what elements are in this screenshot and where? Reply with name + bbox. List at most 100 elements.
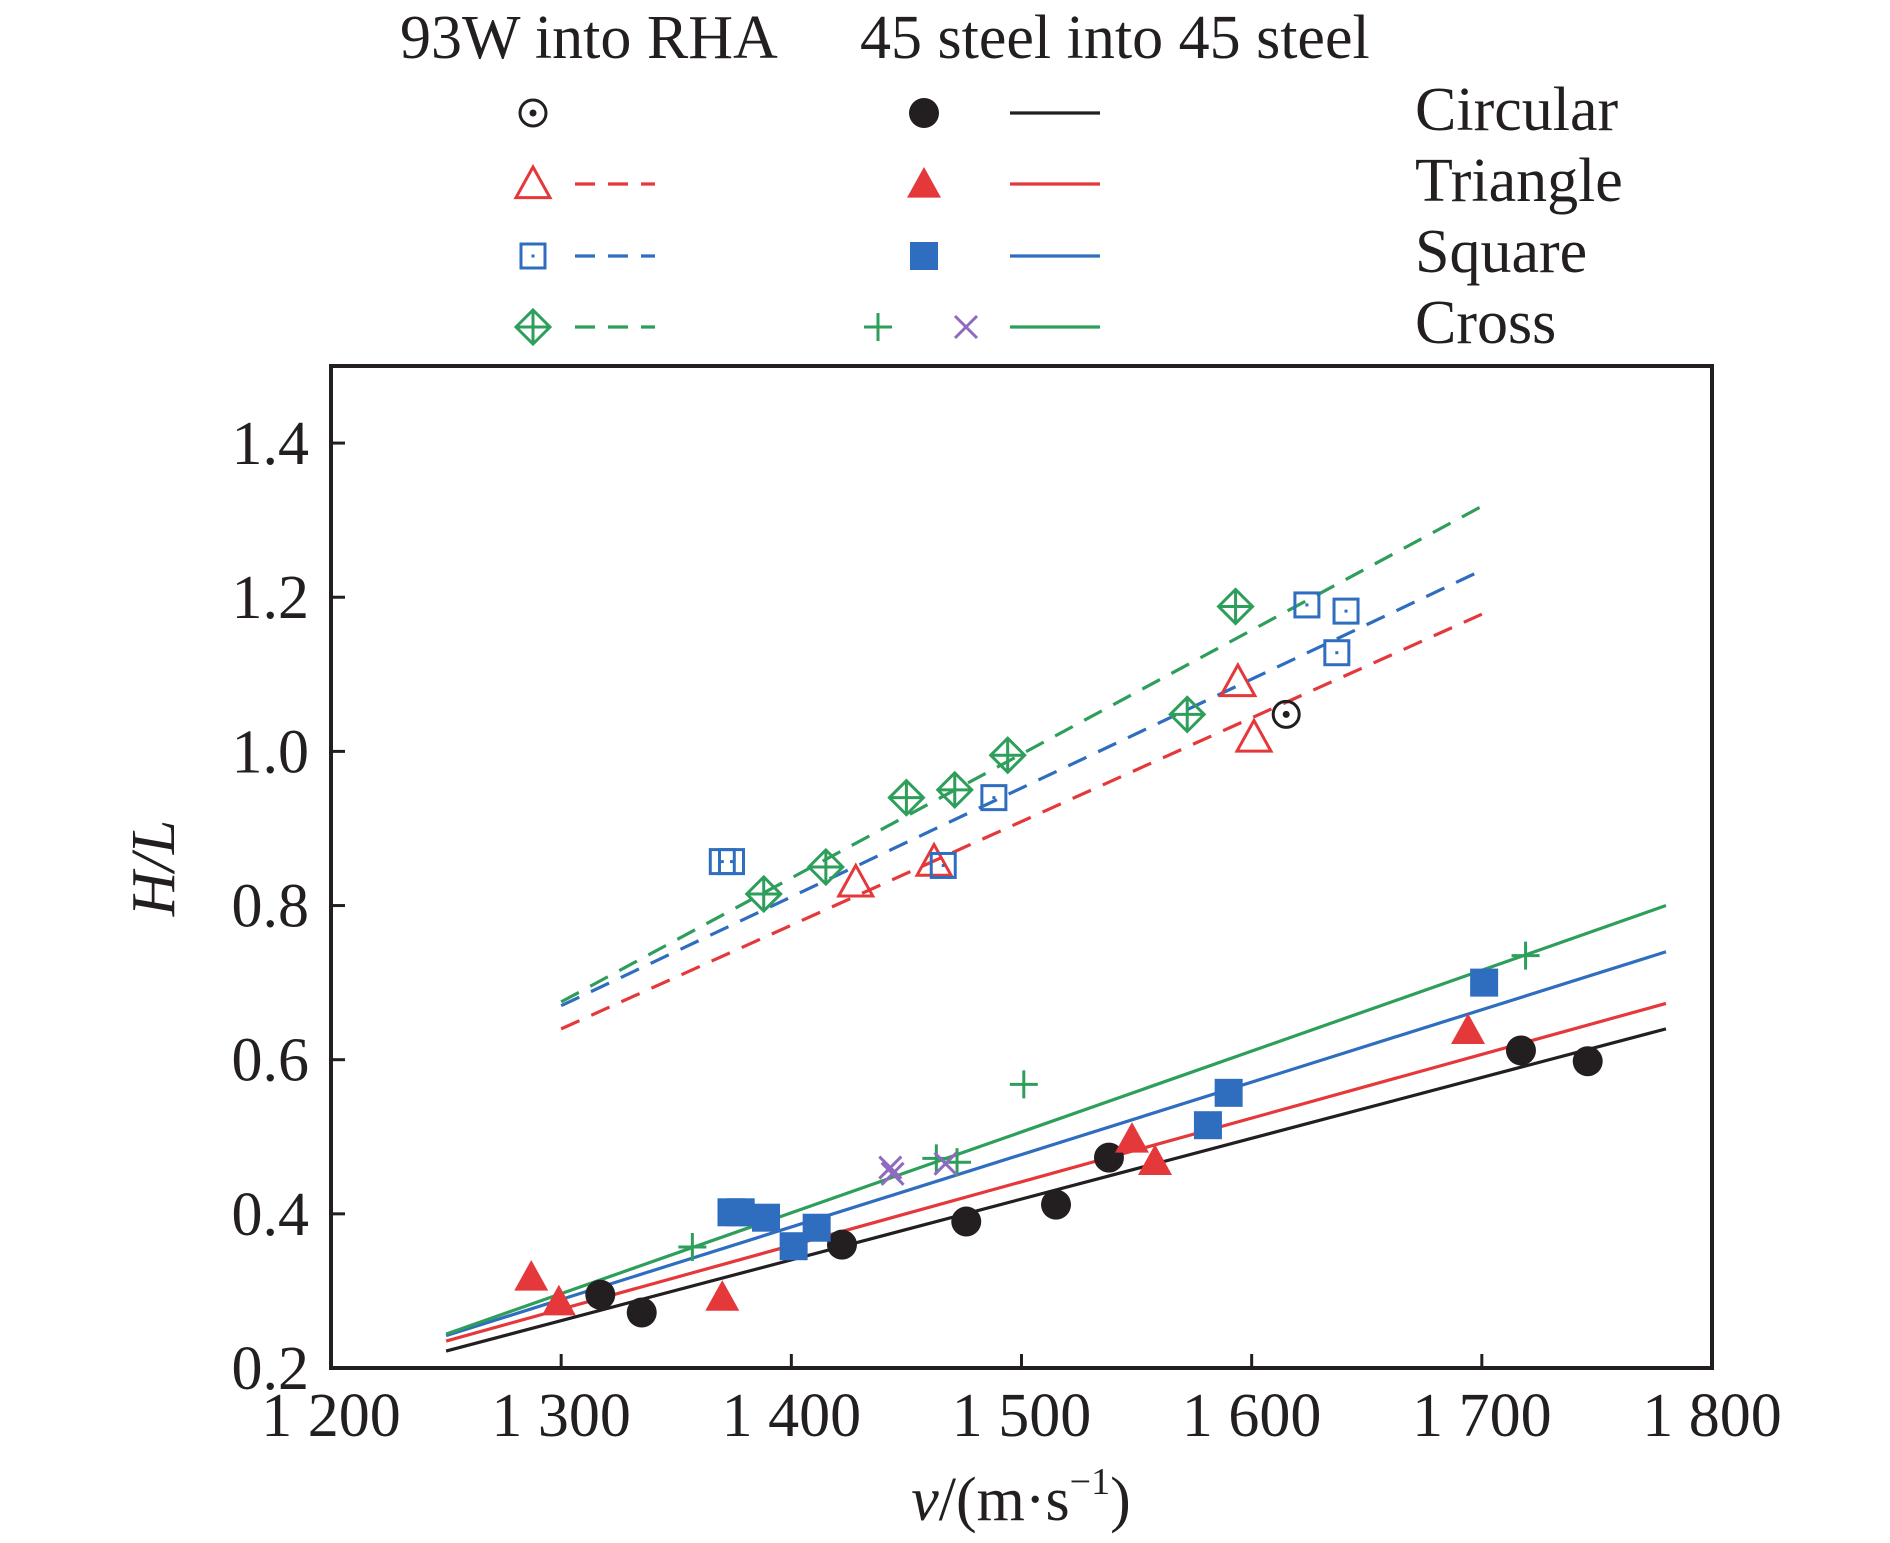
- data-point-square: [1470, 968, 1499, 997]
- marker-shape: [705, 1280, 740, 1311]
- data-point-circular: [951, 1206, 982, 1237]
- legend-label: Square: [1415, 218, 1587, 286]
- x-axis-label: v/(m·s−1): [911, 1461, 1131, 1534]
- fit-lines: [445, 504, 1667, 1353]
- data-point-cross: [1009, 1070, 1038, 1099]
- data-point-cross: [744, 874, 783, 914]
- data-point-triangle: [914, 841, 954, 877]
- y-tick-label: 1.0: [232, 718, 310, 786]
- data-point-cross: [988, 736, 1027, 775]
- data-point-triangle: [514, 1260, 549, 1291]
- y-axis: 0.2 0.4 0.6 0.8 1.0 1.2 1.4: [232, 410, 345, 1403]
- plot-frame: [329, 364, 1714, 1370]
- marker-shape: [980, 784, 1008, 812]
- x-tick-label: 1 200: [261, 1382, 401, 1450]
- marker-shape: [541, 1284, 576, 1316]
- legend-label: Circular: [1415, 76, 1618, 144]
- legend-marker-plus: [864, 313, 892, 341]
- marker-dot: [729, 860, 733, 864]
- data-point-triangle: [1218, 661, 1258, 698]
- data-point-cross: [922, 1144, 951, 1173]
- data-point-circular: [826, 1229, 857, 1260]
- marker-shape: [1470, 968, 1499, 997]
- marker-dot: [1344, 609, 1348, 613]
- data-point-circular: [1271, 699, 1301, 729]
- legend-marker-square: [519, 242, 547, 270]
- data-point-cross: [933, 1151, 958, 1176]
- marker-shape: [726, 1198, 755, 1227]
- marker-shape: [1451, 1013, 1486, 1045]
- marker-dot: [529, 109, 537, 117]
- marker-shape: [519, 242, 547, 270]
- marker-shape: [1323, 639, 1351, 667]
- marker-dot: [1305, 603, 1309, 607]
- data-point-square: [1293, 591, 1321, 619]
- fit-line-cross: [445, 904, 1667, 1336]
- x-tick-label: 1 300: [491, 1382, 631, 1450]
- marker-dot: [1282, 710, 1290, 718]
- legend-marker-triangle-filled: [907, 167, 941, 198]
- fit-line-square: [445, 950, 1667, 1338]
- marker-shape: [514, 1260, 549, 1291]
- marker-shape: [1218, 661, 1258, 698]
- data-point-circular: [585, 1279, 616, 1310]
- legend-marker-triangle: [513, 163, 553, 200]
- data-point-triangle: [1114, 1122, 1149, 1153]
- marker-shape: [1332, 597, 1360, 625]
- data-point-square: [980, 784, 1008, 812]
- y-tick-label: 1.4: [232, 410, 310, 478]
- x-tick-label: 1 500: [952, 1382, 1092, 1450]
- data-point-triangle: [541, 1284, 576, 1316]
- marker-shape: [1214, 1078, 1243, 1107]
- x-tick-label: 1 800: [1642, 1382, 1782, 1450]
- data-markers: [514, 587, 1603, 1328]
- legend-column-header: 45 steel into 45 steel: [860, 4, 1370, 72]
- data-point-square: [726, 1198, 755, 1227]
- marker-dot: [531, 254, 535, 258]
- marker-shape: [1041, 1189, 1072, 1220]
- data-point-circular: [1572, 1046, 1603, 1077]
- marker-dot: [1335, 651, 1339, 655]
- marker-shape: [836, 862, 876, 898]
- marker-shape: [1193, 1111, 1222, 1140]
- marker-shape: [914, 841, 954, 877]
- data-point-cross: [887, 778, 926, 817]
- data-point-cross: [678, 1232, 707, 1261]
- data-point-cross: [1511, 941, 1540, 970]
- data-point-triangle: [1137, 1144, 1172, 1176]
- marker-bar: [933, 1151, 958, 1176]
- y-tick-label: 0.4: [232, 1181, 310, 1249]
- data-point-square: [802, 1213, 831, 1242]
- marker-dot: [941, 863, 945, 867]
- x-tick-label: 1 700: [1412, 1382, 1552, 1450]
- data-point-cross: [1168, 695, 1207, 734]
- data-point-cross: [806, 847, 845, 887]
- marker-shape: [1505, 1035, 1536, 1066]
- marker-bar: [878, 1155, 903, 1180]
- legend-marker-cross: [513, 307, 553, 347]
- data-point-cross: [1216, 587, 1255, 626]
- legend-label: Triangle: [1415, 147, 1623, 215]
- data-point-circular: [626, 1297, 657, 1328]
- data-point-triangle: [1451, 1013, 1486, 1045]
- marker-shape: [717, 848, 745, 876]
- x-axis: 1 200 1 300 1 400 1 500 1 600 1 700 1 800: [261, 1354, 1782, 1450]
- fit-line-triangle: [445, 1001, 1667, 1343]
- data-point-square: [1323, 639, 1351, 667]
- marker-dot: [992, 796, 996, 800]
- data-point-cross: [878, 1155, 903, 1180]
- data-point-square: [1332, 597, 1360, 625]
- marker-shape: [1572, 1046, 1603, 1077]
- legend-label: Cross: [1415, 289, 1556, 357]
- data-point-triangle: [836, 862, 876, 898]
- data-point-circular: [1505, 1035, 1536, 1066]
- marker-shape: [1293, 591, 1321, 619]
- fit-line-square: [560, 568, 1483, 1008]
- data-point-circular: [1041, 1189, 1072, 1220]
- fit-line-cross: [560, 504, 1483, 1004]
- legend-marker-square-filled: [910, 242, 938, 270]
- marker-shape: [513, 163, 553, 200]
- legend-marker-x: [953, 314, 979, 340]
- marker-shape: [929, 851, 957, 879]
